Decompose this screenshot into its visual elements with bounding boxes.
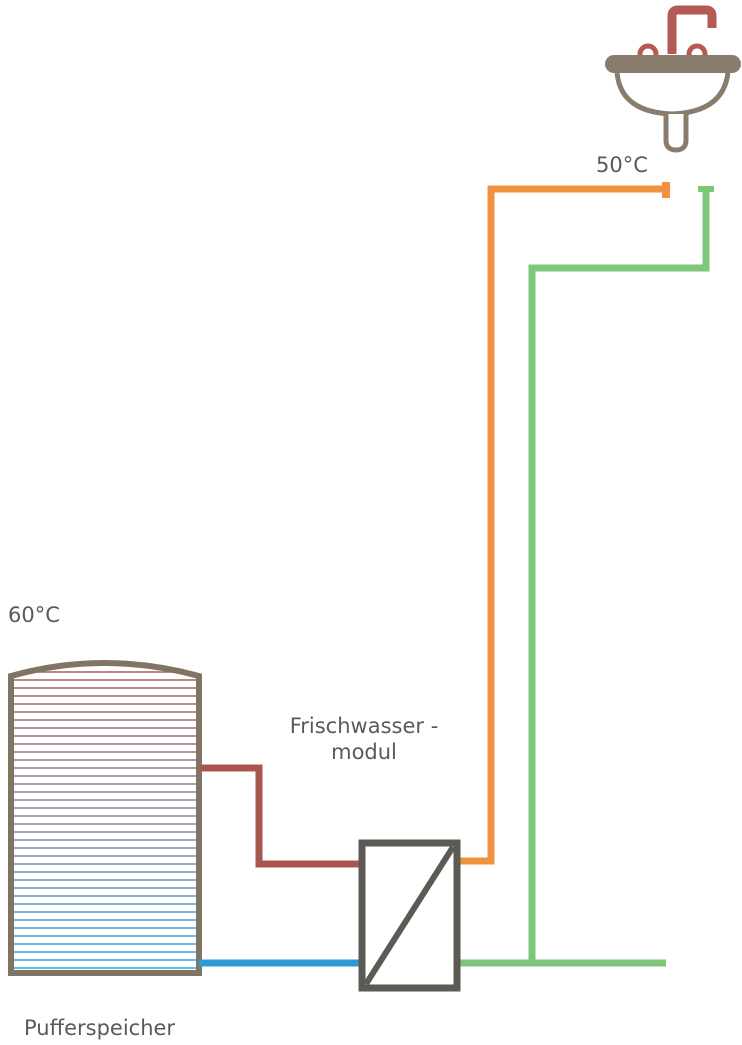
tank-name-label: Pufferspeicher xyxy=(24,1016,176,1040)
washbasin-icon xyxy=(605,5,741,153)
cold-water-pipe xyxy=(528,190,710,963)
tank-stripes xyxy=(14,664,196,969)
module-label: Frischwasser - modul xyxy=(264,713,464,766)
cold-water-outlet xyxy=(698,186,714,192)
hot-water-pipe xyxy=(457,185,664,865)
module-label-line2: modul xyxy=(331,740,397,765)
module-label-line1: Frischwasser - xyxy=(289,714,439,738)
hot-water-outlet xyxy=(662,182,670,198)
heat-exchanger-icon xyxy=(358,839,461,992)
tank-temperature-label: 60°C xyxy=(8,603,60,627)
hot-supply-pipe xyxy=(199,764,362,868)
tap-temperature-label: 50°C xyxy=(596,153,648,177)
faucet-icon xyxy=(637,5,717,65)
buffer-tank xyxy=(8,660,202,976)
